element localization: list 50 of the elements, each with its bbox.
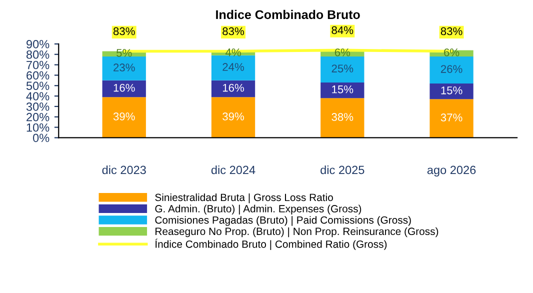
x-tick-label: ago 2026 bbox=[427, 166, 476, 176]
y-tick-label: 10% bbox=[26, 123, 50, 132]
chart-title: Indice Combinado Bruto bbox=[216, 10, 360, 20]
bar bbox=[211, 97, 256, 138]
bar bbox=[430, 99, 474, 138]
bar bbox=[320, 56, 364, 82]
x-tick-label: dic 2024 bbox=[211, 165, 256, 174]
y-tick-label: 70% bbox=[26, 60, 50, 70]
bar bbox=[430, 56, 474, 84]
data-label: 84% bbox=[332, 26, 354, 34]
y-tick-label: 40% bbox=[26, 92, 50, 100]
y-tick-label: 60% bbox=[26, 71, 50, 80]
data-label: 83% bbox=[440, 27, 462, 36]
y-tick-label: 90% bbox=[26, 40, 50, 48]
bar bbox=[102, 97, 146, 138]
y-tick-label: 20% bbox=[26, 112, 50, 122]
bar bbox=[211, 55, 256, 80]
data-label: 83% bbox=[222, 27, 244, 36]
x-tick-label: dic 2023 bbox=[102, 165, 146, 174]
legend-label: Siniestralidad Bruta | Gross Loss Ratio bbox=[155, 193, 333, 204]
legend-label: Reaseguro No Prop. (Bruto) | Non Prop. Reinsurance (Gross) bbox=[156, 227, 438, 238]
legend-label: Comisiones Pagadas (Bruto) | Paid Comissions (Gross) bbox=[155, 216, 411, 226]
legend-label: G. Admin. (Bruto) | Admin. Expenses (Gross) bbox=[155, 204, 362, 215]
data-label: 38% bbox=[332, 113, 354, 121]
x-tick-label: dic 2025 bbox=[320, 165, 364, 174]
data-label: 16% bbox=[222, 84, 244, 92]
y-tick-label: 50% bbox=[26, 82, 50, 90]
data-label: 24% bbox=[222, 63, 244, 71]
legend-label: Índice Combinado Bruto | Combined Ratio (Gross) bbox=[155, 238, 387, 250]
data-label: 16% bbox=[114, 84, 135, 92]
y-tick-label: 0% bbox=[33, 134, 50, 142]
data-label: 26% bbox=[440, 65, 462, 73]
y-tick-label: 80% bbox=[26, 50, 50, 59]
data-label: 23% bbox=[114, 64, 135, 72]
data-label: 83% bbox=[113, 27, 135, 36]
data-label: 25% bbox=[332, 64, 354, 72]
data-label: 6% bbox=[444, 48, 460, 56]
bar bbox=[102, 56, 146, 80]
data-label: 15% bbox=[332, 85, 354, 94]
bar bbox=[320, 98, 364, 138]
y-tick-label: 30% bbox=[26, 102, 50, 111]
data-label: 39% bbox=[113, 112, 135, 120]
bar bbox=[102, 80, 146, 98]
data-label: 37% bbox=[440, 114, 462, 122]
bar bbox=[211, 80, 256, 98]
bar bbox=[320, 82, 364, 98]
data-label: 39% bbox=[222, 112, 244, 120]
bar bbox=[430, 84, 474, 100]
data-label: 15% bbox=[441, 86, 462, 94]
data-label: 4% bbox=[225, 48, 241, 56]
